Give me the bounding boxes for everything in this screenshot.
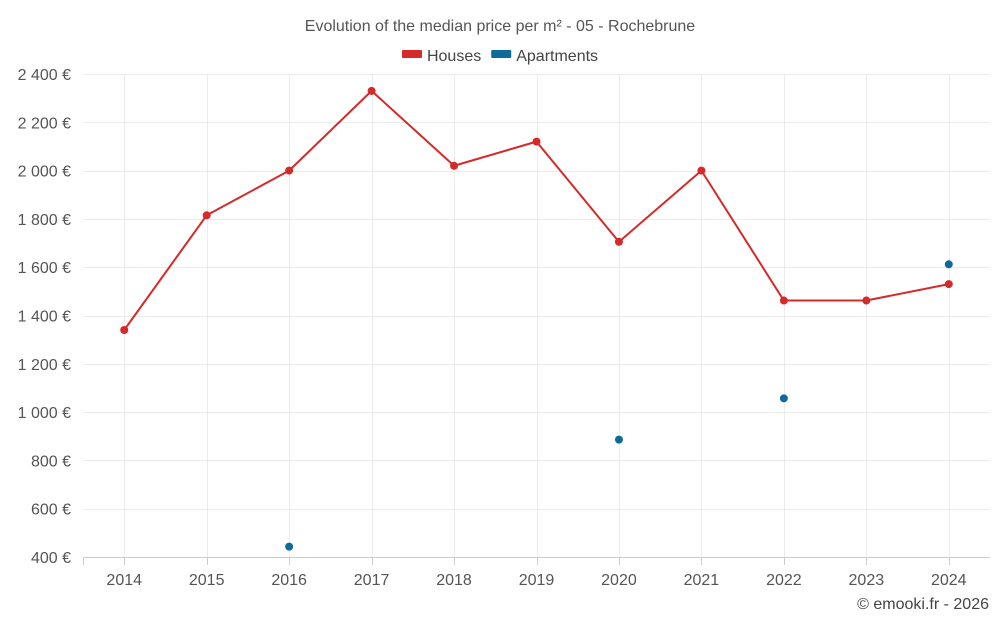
legend-label: Apartments [516, 48, 598, 65]
x-tick-label: 2020 [601, 572, 637, 589]
x-tick-label: 2014 [106, 572, 142, 589]
data-point-houses[interactable] [862, 296, 871, 305]
legend-swatch [401, 50, 422, 58]
y-tick-label: 600 € [31, 502, 71, 519]
data-point-houses[interactable] [944, 280, 953, 289]
x-tick-label: 2022 [766, 572, 802, 589]
series [120, 86, 953, 551]
data-point-houses[interactable] [202, 211, 211, 220]
data-point-houses[interactable] [614, 237, 623, 246]
y-tick-label: 1 200 € [18, 357, 71, 374]
data-point-apartments[interactable] [285, 542, 294, 551]
legend-item-apartments[interactable]: Apartments [491, 48, 598, 65]
y-tick-label: 1 400 € [18, 309, 71, 326]
legend-label: Houses [427, 48, 481, 65]
y-tick-label: 800 € [31, 453, 71, 470]
data-point-houses[interactable] [450, 161, 459, 170]
y-tick-label: 2 200 € [18, 115, 71, 132]
data-point-apartments[interactable] [779, 394, 788, 403]
x-tick-label: 2017 [354, 572, 390, 589]
x-tick-label: 2018 [436, 572, 472, 589]
series-apartments [285, 260, 953, 551]
data-point-houses[interactable] [697, 166, 706, 175]
data-point-apartments[interactable] [944, 260, 953, 269]
x-tick-label: 2023 [849, 572, 885, 589]
chart-title: Evolution of the median price per m² - 0… [305, 18, 696, 35]
x-tick-label: 2024 [931, 572, 967, 589]
data-point-houses[interactable] [779, 296, 788, 305]
data-point-houses[interactable] [532, 137, 541, 146]
data-point-houses[interactable] [120, 325, 129, 334]
legend-item-houses[interactable]: Houses [401, 48, 481, 65]
x-tick-label: 2021 [684, 572, 720, 589]
axes: 2 400 € 2 200 € 2 000 € 1 800 € 1 600 € 1 400… [18, 67, 990, 589]
series-line-houses [123, 89, 949, 331]
x-tick-label: 2015 [189, 572, 225, 589]
y-tick-label: 1 600 € [18, 260, 71, 277]
x-tick-label: 2019 [519, 572, 555, 589]
y-tick-label: 1 000 € [18, 405, 71, 422]
series-houses [120, 86, 953, 334]
credit-text: © emooki.fr - 2026 [857, 596, 989, 613]
legend: Houses Apartments [401, 48, 598, 65]
data-point-houses[interactable] [285, 166, 294, 175]
data-point-apartments[interactable] [614, 435, 623, 444]
y-tick-label: 1 800 € [18, 212, 71, 229]
x-tick-label: 2016 [271, 572, 307, 589]
y-tick-label: 2 000 € [18, 164, 71, 181]
data-point-houses[interactable] [367, 86, 376, 95]
y-tick-label: 400 € [31, 550, 71, 567]
y-tick-label: 2 400 € [18, 67, 71, 84]
legend-swatch [491, 50, 512, 58]
grid [83, 74, 990, 557]
